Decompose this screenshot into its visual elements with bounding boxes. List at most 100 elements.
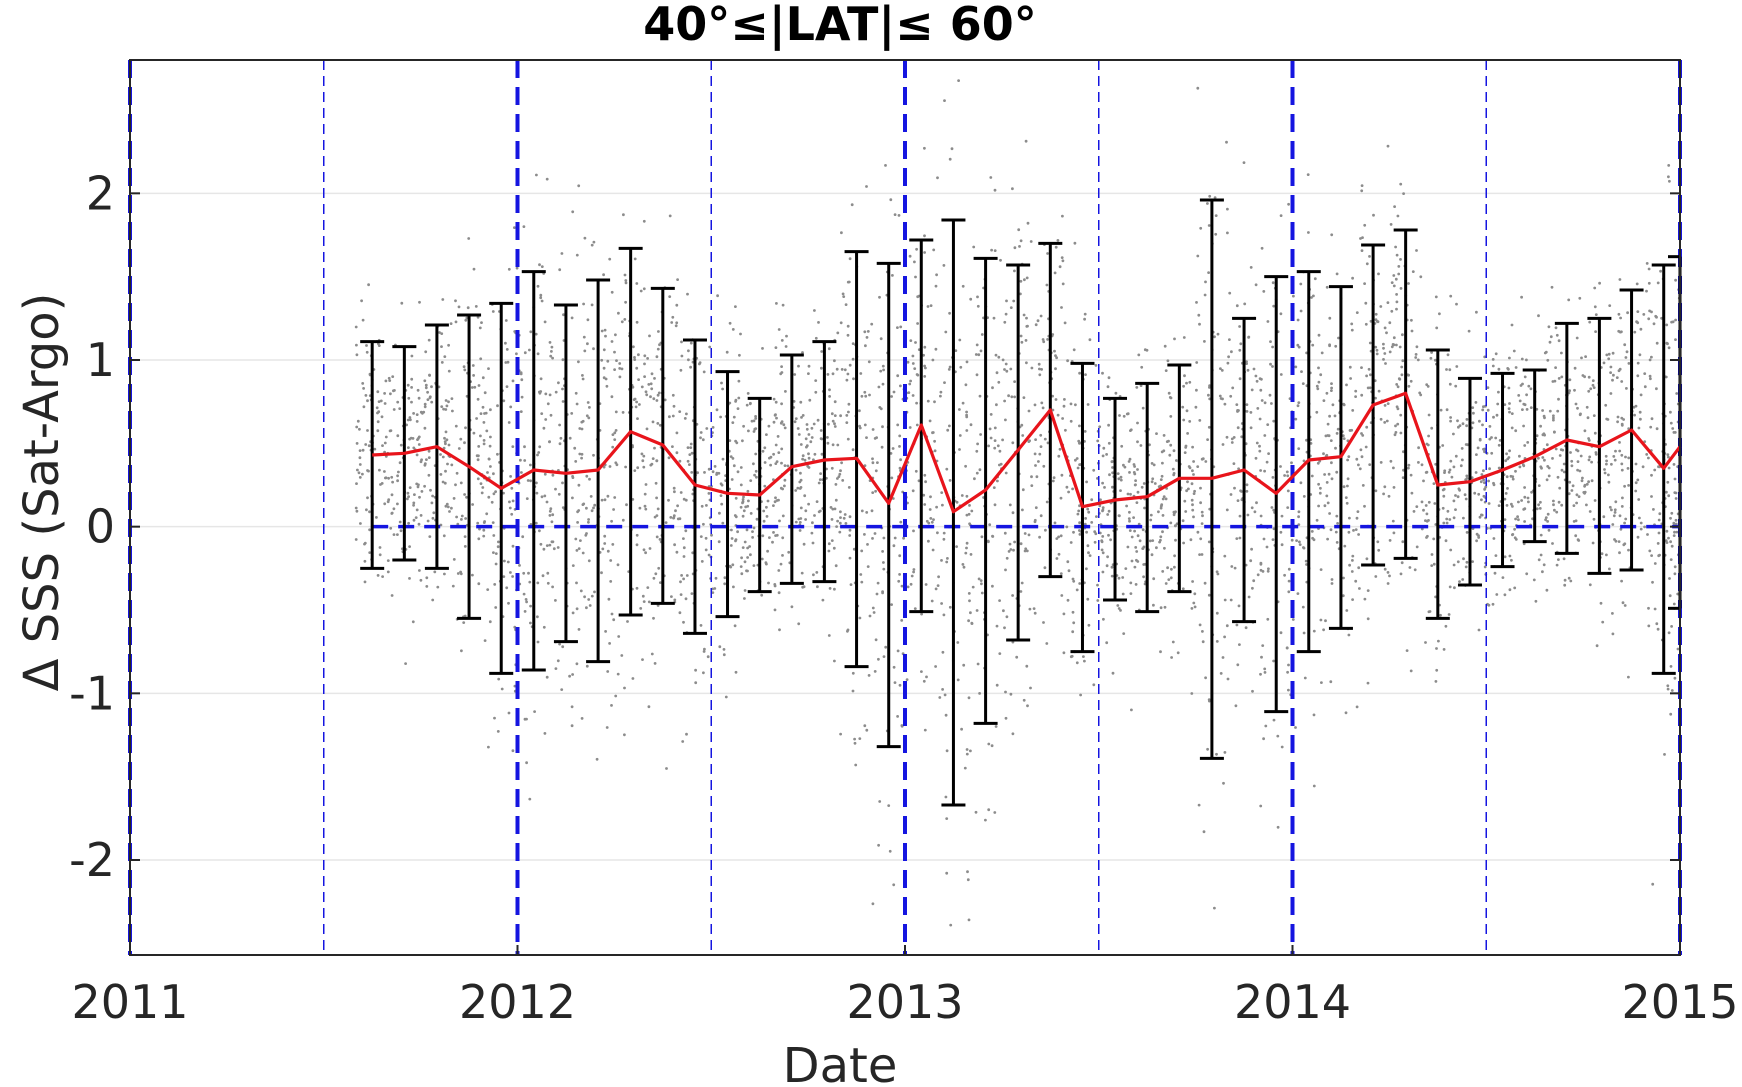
scatter-point <box>980 582 983 586</box>
scatter-point <box>1078 582 1082 585</box>
scatter-point <box>942 537 946 541</box>
scatter-point <box>1201 514 1204 518</box>
scatter-point <box>593 590 596 594</box>
scatter-point <box>447 400 450 404</box>
scatter-point <box>933 439 936 443</box>
scatter-point <box>846 628 850 632</box>
scatter-point <box>1109 538 1112 542</box>
scatter-point <box>1202 830 1206 834</box>
scatter-point <box>1627 456 1631 460</box>
scatter-point <box>946 557 949 560</box>
scatter-point <box>1580 479 1584 483</box>
scatter-point <box>545 544 549 547</box>
scatter-point <box>1476 446 1480 450</box>
scatter-point <box>1492 537 1496 540</box>
scatter-point <box>1345 609 1349 612</box>
scatter-point <box>1538 507 1542 510</box>
scatter-point <box>1040 368 1043 371</box>
scatter-point <box>960 494 964 497</box>
scatter-point <box>781 514 785 518</box>
scatter-point <box>1106 555 1109 559</box>
scatter-point <box>633 397 637 401</box>
scatter-point <box>1503 555 1507 559</box>
scatter-point <box>1571 484 1575 488</box>
scatter-point <box>570 724 574 728</box>
scatter-point <box>494 606 498 609</box>
scatter-point <box>1079 693 1082 697</box>
scatter-point <box>1334 344 1338 348</box>
scatter-point <box>736 407 740 410</box>
scatter-point <box>411 620 415 624</box>
scatter-point <box>884 645 888 649</box>
scatter-point <box>1206 747 1209 751</box>
scatter-point <box>624 281 628 285</box>
scatter-point <box>1539 424 1542 428</box>
scatter-point <box>1022 698 1026 702</box>
scatter-point <box>1059 496 1063 500</box>
scatter-point <box>944 713 948 717</box>
scatter-point <box>581 377 585 381</box>
scatter-point <box>771 540 774 544</box>
scatter-point <box>1249 559 1253 563</box>
scatter-point <box>1004 716 1008 720</box>
scatter-point <box>755 517 759 521</box>
scatter-point <box>585 414 589 418</box>
scatter-point <box>1354 579 1358 583</box>
scatter-point <box>1055 537 1059 540</box>
scatter-point <box>893 536 897 540</box>
scatter-point <box>522 571 526 575</box>
scatter-point <box>1013 380 1016 383</box>
scatter-point <box>1551 542 1554 545</box>
scatter-point <box>1555 510 1559 514</box>
scatter-point <box>1101 551 1105 555</box>
scatter-point <box>899 384 902 388</box>
scatter-point <box>1152 463 1156 467</box>
scatter-point <box>1320 351 1324 355</box>
scatter-point <box>1624 517 1628 521</box>
scatter-point <box>1453 586 1456 590</box>
scatter-point <box>777 569 781 572</box>
scatter-point <box>849 583 853 586</box>
scatter-point <box>1420 463 1424 467</box>
scatter-point <box>879 337 883 341</box>
scatter-point <box>1236 663 1240 667</box>
scatter-point <box>1085 567 1088 571</box>
scatter-point <box>905 678 909 681</box>
scatter-point <box>623 733 626 737</box>
scatter-point <box>752 419 756 423</box>
scatter-point <box>1441 488 1445 492</box>
scatter-point <box>494 562 498 566</box>
scatter-point <box>506 360 510 364</box>
scatter-point <box>840 461 843 465</box>
scatter-point <box>1201 640 1205 644</box>
scatter-point <box>754 452 758 456</box>
scatter-point <box>743 597 746 600</box>
scatter-point <box>988 427 992 431</box>
scatter-point <box>410 377 414 381</box>
scatter-point <box>1449 294 1453 298</box>
scatter-point <box>1106 513 1110 516</box>
scatter-point <box>898 554 902 558</box>
scatter-point <box>1255 441 1259 445</box>
scatter-point <box>980 333 984 336</box>
scatter-point <box>772 452 775 456</box>
scatter-point <box>1083 522 1087 526</box>
scatter-point <box>444 408 448 411</box>
scatter-point <box>1225 435 1229 439</box>
scatter-point <box>1042 464 1046 468</box>
scatter-point <box>1116 472 1120 475</box>
scatter-point <box>1252 579 1256 583</box>
scatter-point <box>1639 393 1643 397</box>
scatter-point <box>691 551 695 555</box>
scatter-point <box>672 514 676 518</box>
scatter-point <box>1208 507 1212 511</box>
scatter-point <box>1159 478 1163 481</box>
scatter-point <box>1133 483 1137 487</box>
scatter-point <box>1034 506 1038 510</box>
scatter-point <box>959 365 963 369</box>
scatter-point <box>1297 510 1301 514</box>
scatter-point <box>745 528 749 532</box>
scatter-point <box>1046 252 1049 255</box>
scatter-point <box>819 437 823 440</box>
scatter-point <box>1259 568 1263 572</box>
